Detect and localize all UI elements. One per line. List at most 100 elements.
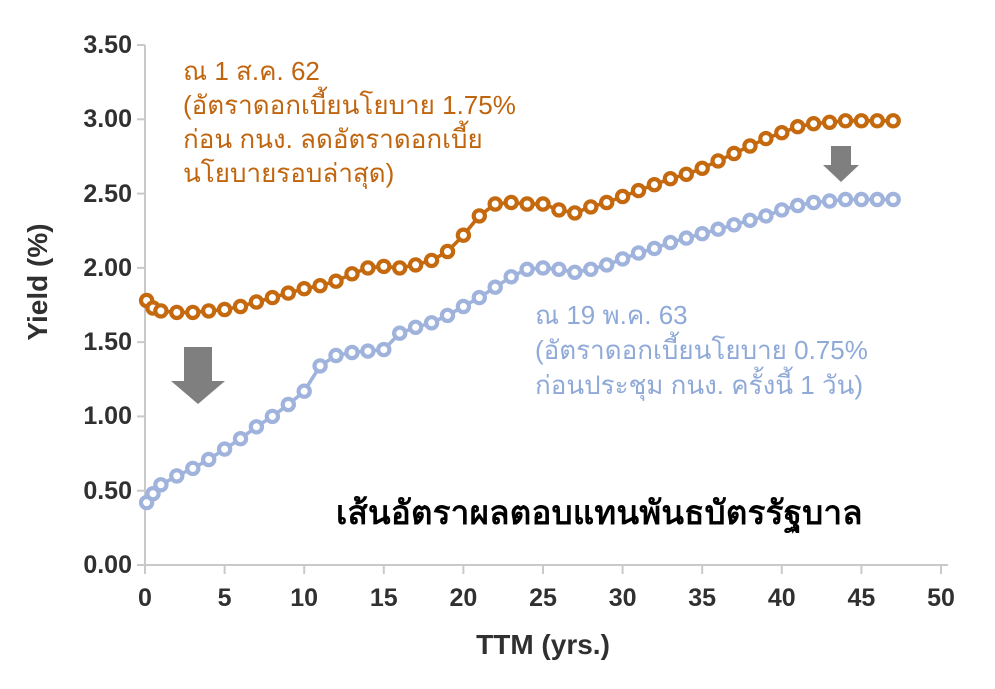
annotation-line: นโยบายรอบล่าสุด) <box>183 158 395 188</box>
data-point <box>344 344 360 361</box>
data-point <box>200 451 217 468</box>
data-point <box>758 208 774 224</box>
x-tick-label: 30 <box>608 584 637 612</box>
data-point <box>599 194 615 211</box>
data-point <box>153 477 169 493</box>
data-point <box>455 227 472 243</box>
x-tick-label: 20 <box>449 584 478 612</box>
data-point <box>710 153 726 169</box>
x-tick-label: 0 <box>138 584 152 612</box>
data-point <box>248 419 265 435</box>
data-point <box>662 234 679 251</box>
data-point <box>821 193 838 209</box>
y-tick-label: 3.00 <box>83 105 132 134</box>
data-point <box>169 468 185 484</box>
data-point <box>376 341 392 358</box>
data-point <box>662 170 679 187</box>
data-point <box>583 199 599 215</box>
data-point <box>216 441 233 457</box>
data-point <box>837 191 854 208</box>
data-point <box>742 138 758 154</box>
x-tick-label: 10 <box>290 584 319 612</box>
data-point <box>678 166 695 182</box>
data-point <box>455 298 472 315</box>
annotation-line: ก่อน กนง. ลดอัตราดอกเบี้ย <box>183 124 483 154</box>
annotation-line: (อัตราดอกเบี้ยนโยบาย 0.75% <box>535 335 868 365</box>
x-tick-label: 5 <box>217 584 232 612</box>
y-tick-label: 1.00 <box>83 402 132 431</box>
data-point <box>599 257 615 273</box>
data-point <box>646 240 663 257</box>
data-point <box>551 202 567 218</box>
data-point <box>567 205 583 221</box>
y-tick-label: 2.50 <box>83 179 132 208</box>
data-point <box>296 281 312 297</box>
x-tick-label: 45 <box>847 584 876 612</box>
data-point <box>169 304 185 321</box>
data-point <box>535 260 551 276</box>
data-point <box>344 266 360 282</box>
y-tick-label: 0.50 <box>83 476 132 505</box>
data-point <box>630 245 647 261</box>
x-axis-title: TTM (yrs.) <box>476 629 610 660</box>
data-point <box>264 408 281 425</box>
data-point <box>264 289 281 306</box>
data-point <box>423 315 440 331</box>
data-point <box>376 258 392 275</box>
data-point <box>583 261 599 277</box>
data-point <box>519 261 535 277</box>
data-point <box>423 252 440 269</box>
annotation-aug-2019: ณ 1 ส.ค. 62 (อัตราดอกเบี้ยนโยบาย 1.75% ก… <box>183 54 516 190</box>
data-point <box>185 304 201 321</box>
data-point <box>487 196 503 212</box>
data-point <box>821 114 838 131</box>
data-point <box>758 130 774 147</box>
y-tick-label: 1.50 <box>83 328 132 357</box>
data-point <box>392 325 408 341</box>
data-point <box>837 113 854 129</box>
data-point <box>853 191 870 208</box>
data-point <box>360 260 376 276</box>
down-arrow-icon <box>171 347 225 404</box>
data-point <box>232 431 249 447</box>
data-point <box>407 257 424 273</box>
x-tick-label: 15 <box>369 584 398 612</box>
annotation-line: (อัตราดอกเบี้ยนโยบาย 1.75% <box>183 90 516 120</box>
x-tick-label: 25 <box>529 584 557 612</box>
data-point <box>312 278 328 294</box>
x-tick-label: 40 <box>767 584 796 612</box>
data-point <box>614 251 631 267</box>
data-point <box>885 113 901 129</box>
data-point <box>232 298 249 315</box>
data-point <box>710 221 726 237</box>
data-point <box>487 279 503 295</box>
data-point <box>630 182 647 199</box>
data-point <box>869 191 886 208</box>
data-point <box>853 113 870 129</box>
annotation-line: ก่อนประชุม กนง. ครั้งนี้ 1 วัน) <box>535 370 863 400</box>
data-point <box>185 460 201 477</box>
down-arrow-icon <box>823 146 859 182</box>
y-tick-label: 0.00 <box>83 551 132 579</box>
data-point <box>742 212 758 228</box>
data-point <box>694 160 710 176</box>
data-point <box>471 289 487 306</box>
data-point <box>646 176 663 193</box>
data-point <box>503 269 519 285</box>
data-point <box>328 273 344 289</box>
data-point <box>551 261 567 277</box>
data-point <box>312 358 328 374</box>
y-axis-title: Yield (%) <box>22 223 53 341</box>
annotation-line: ณ 1 ส.ค. 62 <box>183 56 320 86</box>
data-point <box>694 225 710 242</box>
data-point <box>145 486 161 502</box>
data-point <box>869 113 886 129</box>
data-point <box>280 396 296 413</box>
data-point <box>216 301 233 318</box>
data-point <box>805 194 822 211</box>
y-tick-label: 2.00 <box>83 253 132 282</box>
data-point <box>726 145 742 162</box>
data-point <box>392 260 408 276</box>
